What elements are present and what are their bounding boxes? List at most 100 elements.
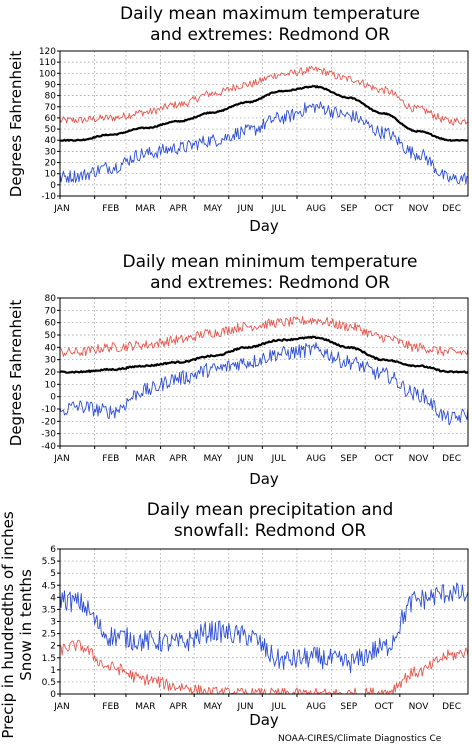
series-snow-line [59, 639, 469, 695]
x-tick-label: APR [169, 454, 187, 464]
y-tick-label: 0 [50, 181, 56, 191]
y-tick-label: 80 [45, 92, 57, 102]
y-tick-label: 110 [39, 58, 56, 68]
x-tick-label: MAR [135, 702, 155, 712]
x-tick-label: APR [169, 702, 187, 712]
y-tick-label: 4.5 [42, 581, 56, 591]
x-tick-label: JUN [237, 204, 254, 214]
y-tick-label: -10 [41, 192, 56, 202]
x-tick-label: MAR [135, 454, 155, 464]
y-tick-label: 20 [45, 159, 57, 169]
x-axis-label: Day [249, 470, 279, 488]
chart-title-line: and extremes: Redmond OR [150, 273, 390, 293]
y-tick-label: 50 [45, 125, 57, 135]
x-tick-label: DEC [442, 454, 461, 464]
x-axis-label: Day [249, 217, 279, 235]
y-tick-label: 3.5 [42, 605, 56, 615]
y-tick-label: -40 [41, 442, 56, 452]
y-tick-label: 4 [50, 593, 56, 603]
chart-title-line: and extremes: Redmond OR [150, 25, 390, 45]
y-tick-label: 70 [45, 103, 57, 113]
y-tick-label: 2 [50, 642, 56, 652]
chart-title-line: Daily mean minimum temperature [123, 252, 418, 272]
x-tick-label: SEP [340, 702, 357, 712]
x-tick-label: FEB [102, 204, 119, 214]
y-tick-label: 5 [50, 569, 56, 579]
series-mean-line [59, 85, 469, 142]
x-tick-label: NOV [409, 702, 430, 712]
y-tick-label: 0 [50, 690, 56, 700]
y-tick-label: 1.5 [42, 654, 56, 664]
x-tick-label: JUL [271, 454, 286, 464]
x-tick-label: SEP [340, 204, 357, 214]
x-tick-label: DEC [442, 204, 461, 214]
x-tick-label: OCT [374, 702, 393, 712]
y-tick-label: 2.5 [42, 630, 56, 640]
y-tick-label: 20 [45, 368, 57, 378]
series-low-line [59, 101, 469, 185]
chart-title-line: Daily mean maximum temperature [120, 4, 420, 24]
y-tick-label: 0.5 [42, 678, 56, 688]
x-tick-label: FEB [102, 454, 119, 464]
y-tick-label: 40 [45, 343, 57, 353]
x-axis-label: Day [249, 711, 279, 729]
y-tick-label: 10 [45, 170, 57, 180]
y-tick-label: 3 [50, 618, 56, 628]
x-tick-label: AUG [306, 702, 326, 712]
x-tick-label: JAN [53, 454, 69, 464]
x-tick-label: FEB [102, 702, 119, 712]
y-tick-label: 10 [45, 380, 57, 390]
series-precip-line [59, 582, 469, 674]
y-tick-label: 1 [50, 666, 56, 676]
x-tick-label: DEC [442, 702, 461, 712]
y-tick-label: 50 [45, 331, 57, 341]
credit-text: NOAA-CIRES/Climate Diagnostics Ce [278, 734, 442, 744]
x-tick-label: MAY [203, 204, 222, 214]
y-tick-label: 60 [45, 319, 57, 329]
y-tick-label: -20 [41, 417, 56, 427]
chart-title-line: snowfall: Redmond OR [174, 521, 367, 541]
x-tick-label: JAN [53, 204, 69, 214]
y-tick-label: 30 [45, 147, 57, 157]
x-tick-label: JUL [271, 702, 286, 712]
y-tick-label: 100 [39, 69, 56, 79]
y-tick-label: 0 [50, 393, 56, 403]
x-tick-label: JUN [237, 454, 254, 464]
series-high-line [59, 316, 469, 357]
plot-frame [59, 50, 469, 197]
chart-title-line: Daily mean precipitation and [147, 500, 394, 520]
x-tick-label: OCT [374, 454, 393, 464]
y-tick-label: 5.5 [42, 557, 56, 567]
y-tick-label: -30 [41, 430, 56, 440]
y-tick-label: 60 [45, 114, 57, 124]
x-tick-label: AUG [306, 454, 326, 464]
y-tick-label: 80 [45, 294, 57, 304]
y-axis-label: Degrees Fahrenheit [7, 300, 25, 447]
x-tick-label: SEP [340, 454, 357, 464]
x-tick-label: JUN [237, 702, 254, 712]
x-tick-label: AUG [306, 204, 326, 214]
x-tick-label: MAY [203, 454, 222, 464]
y-axis-label: Degrees Fahrenheit [7, 51, 25, 198]
x-tick-label: NOV [409, 454, 430, 464]
x-tick-label: APR [169, 204, 187, 214]
plot-frame [59, 297, 469, 447]
y-tick-label: 30 [45, 356, 57, 366]
x-tick-label: NOV [409, 204, 430, 214]
y-tick-label: -10 [41, 405, 56, 415]
series-mean-line [59, 335, 469, 374]
y-tick-label: 120 [39, 47, 56, 57]
y-axis-label-line: Precip in hundredths of inches [0, 511, 17, 738]
y-tick-label: 40 [45, 136, 57, 146]
y-axis-label-line: Snow in tenths [17, 569, 35, 681]
x-tick-label: OCT [374, 204, 393, 214]
y-tick-label: 6 [50, 545, 56, 555]
y-tick-label: 90 [45, 80, 57, 90]
series-high-line [59, 65, 469, 126]
series-low-line [59, 342, 469, 426]
plot-frame [59, 548, 469, 695]
